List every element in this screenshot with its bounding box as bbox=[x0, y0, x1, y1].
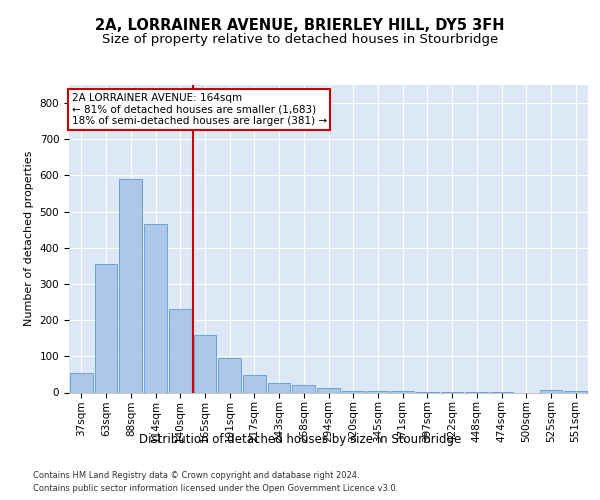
Bar bbox=[218, 358, 241, 392]
Bar bbox=[268, 384, 290, 392]
Text: 2A, LORRAINER AVENUE, BRIERLEY HILL, DY5 3FH: 2A, LORRAINER AVENUE, BRIERLEY HILL, DY5… bbox=[95, 18, 505, 32]
Text: 2A LORRAINER AVENUE: 164sqm
← 81% of detached houses are smaller (1,683)
18% of : 2A LORRAINER AVENUE: 164sqm ← 81% of det… bbox=[71, 92, 327, 126]
Bar bbox=[169, 310, 191, 392]
Bar bbox=[70, 372, 93, 392]
Bar bbox=[95, 264, 118, 392]
Bar bbox=[342, 390, 365, 392]
Bar bbox=[194, 334, 216, 392]
Bar bbox=[144, 224, 167, 392]
Bar bbox=[243, 375, 266, 392]
Text: Contains public sector information licensed under the Open Government Licence v3: Contains public sector information licen… bbox=[33, 484, 398, 493]
Bar bbox=[292, 386, 315, 392]
Text: Distribution of detached houses by size in Stourbridge: Distribution of detached houses by size … bbox=[139, 432, 461, 446]
Text: Size of property relative to detached houses in Stourbridge: Size of property relative to detached ho… bbox=[102, 32, 498, 46]
Bar bbox=[119, 179, 142, 392]
Bar bbox=[539, 390, 562, 392]
Y-axis label: Number of detached properties: Number of detached properties bbox=[24, 151, 34, 326]
Text: Contains HM Land Registry data © Crown copyright and database right 2024.: Contains HM Land Registry data © Crown c… bbox=[33, 471, 359, 480]
Bar bbox=[317, 388, 340, 392]
